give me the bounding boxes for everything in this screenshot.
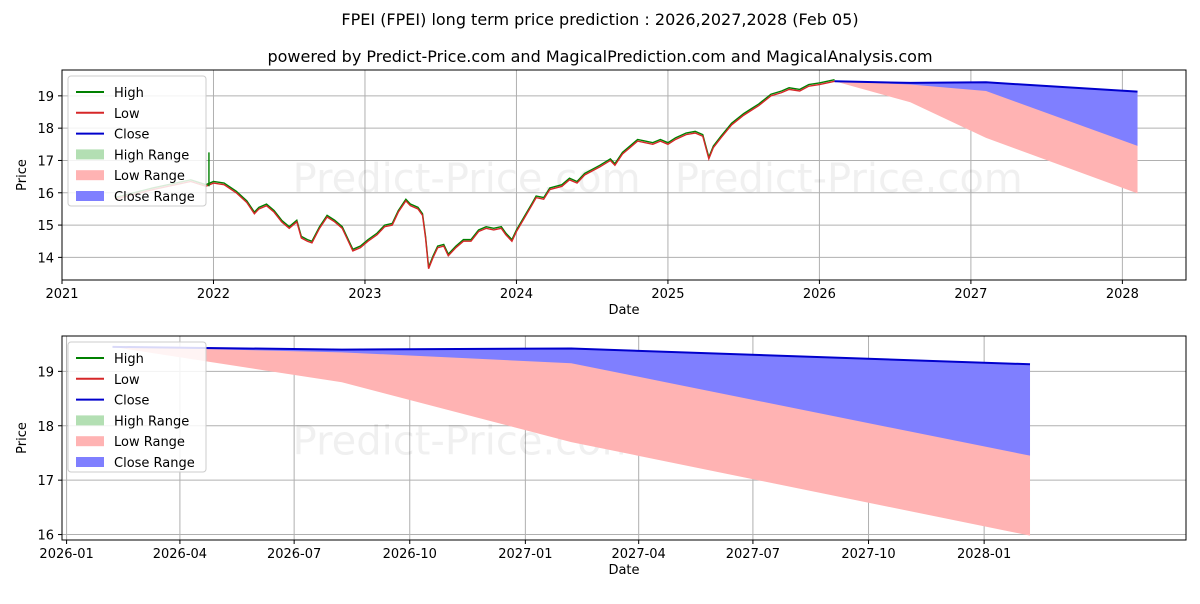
history-chart-panel: Predict-Price.com Predict-Price.com 2021 20… xyxy=(15,69,1187,318)
legend-label: Close Range xyxy=(114,456,195,471)
x-tick-label: 2026-10 xyxy=(383,547,437,562)
x-tick-label: 2021 xyxy=(45,287,78,302)
legend-swatch xyxy=(76,436,104,447)
x-tick-label: 2027-10 xyxy=(841,547,895,562)
legend-label: Low xyxy=(114,107,140,122)
x-tick-label: 2023 xyxy=(348,287,381,302)
y-axis-label: Price xyxy=(15,159,30,191)
legend-label: High Range xyxy=(114,148,189,163)
legend-swatch xyxy=(76,149,104,160)
x-tick-label: 2024 xyxy=(500,287,533,302)
x-axis-label: Date xyxy=(608,563,639,578)
watermark-text: Predict-Price.com xyxy=(675,156,1023,202)
y-tick-label: 19 xyxy=(37,90,54,105)
legend-label: Close xyxy=(114,394,149,409)
x-tick-label: 2026-01 xyxy=(39,547,93,562)
plot-frame xyxy=(61,69,1187,281)
x-tick-label: 2027 xyxy=(954,287,987,302)
x-tick-label: 2026-04 xyxy=(153,547,207,562)
y-tick-label: 16 xyxy=(37,187,54,202)
close-forecast-line xyxy=(834,80,1138,93)
x-tick-label: 2026-07 xyxy=(267,547,321,562)
y-tick-label: 18 xyxy=(37,420,54,435)
close-range-band xyxy=(834,81,1138,146)
legend: High Low Close High Range Low Range Close Ran… xyxy=(67,75,207,207)
low-series-line xyxy=(114,80,835,269)
plot-frame xyxy=(61,335,1187,541)
legend: High Low Close High Range Low Range Close Ran… xyxy=(67,341,207,473)
legend-swatch xyxy=(76,415,104,426)
y-axis-label: Price xyxy=(15,422,30,454)
y-tick-label: 18 xyxy=(37,122,54,137)
x-tick-label: 2027-01 xyxy=(498,547,552,562)
close-forecast-line xyxy=(112,345,1031,366)
x-tick-label: 2026 xyxy=(803,287,836,302)
x-tick-label: 2027-04 xyxy=(612,547,666,562)
chart-subtitle: powered by Predict-Price.com and Magical… xyxy=(267,47,932,66)
legend-label: High xyxy=(114,86,144,101)
y-tick-label: 16 xyxy=(37,529,54,544)
legend-label: Low xyxy=(114,373,140,388)
x-tick-label: 2025 xyxy=(651,287,684,302)
chart-title: FPEI (FPEI) long term price prediction :… xyxy=(341,10,858,29)
x-tick-label: 2027-07 xyxy=(726,547,780,562)
legend-label: Close xyxy=(114,128,149,143)
y-tick-label: 17 xyxy=(37,474,54,489)
legend-label: Low Range xyxy=(114,169,185,184)
legend-label: High xyxy=(114,352,144,367)
watermark-text: Predict-Price.com xyxy=(293,156,641,202)
x-tick-label: 2028 xyxy=(1106,287,1139,302)
legend-swatch xyxy=(76,457,104,467)
x-axis-label: Date xyxy=(608,303,639,318)
legend-label: High Range xyxy=(114,414,189,429)
x-tick-label: 2028-01 xyxy=(957,547,1011,562)
y-tick-label: 17 xyxy=(37,154,54,169)
close-range-band xyxy=(112,346,1031,456)
legend-swatch xyxy=(76,170,104,181)
y-tick-label: 15 xyxy=(37,219,54,234)
legend-swatch xyxy=(76,191,104,201)
forecast-chart-panel: Predict-Price.comPredict-Price.com2026-0… xyxy=(15,335,1187,578)
legend-label: Close Range xyxy=(114,190,195,205)
y-tick-label: 19 xyxy=(37,365,54,380)
legend-label: Low Range xyxy=(114,435,185,450)
x-tick-label: 2022 xyxy=(197,287,230,302)
y-tick-label: 14 xyxy=(37,251,54,266)
